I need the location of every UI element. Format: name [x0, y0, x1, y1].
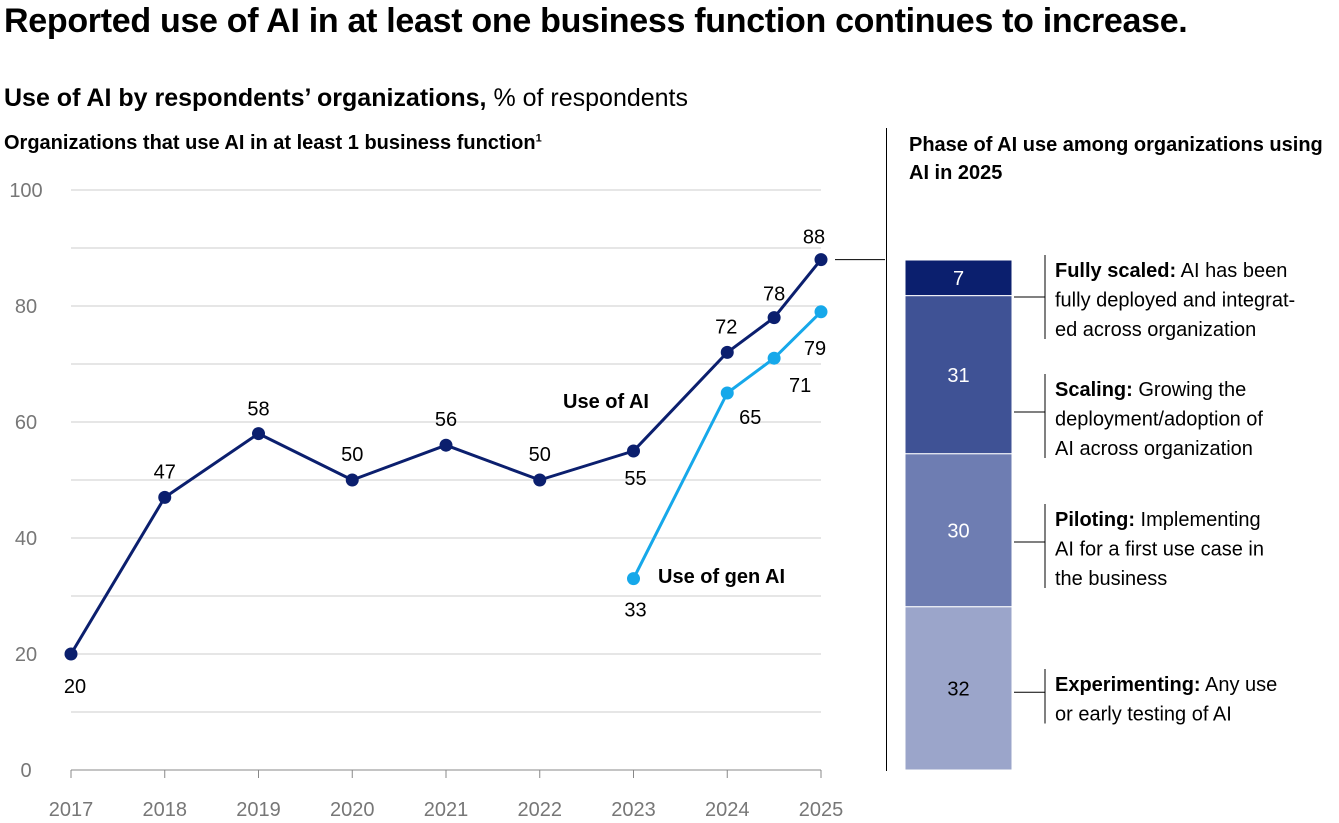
data-point-gen-ai: [767, 351, 781, 365]
segment-description-bold: Scaling:: [1055, 379, 1133, 401]
data-point-ai: [439, 438, 453, 452]
data-point-ai: [345, 473, 359, 487]
subtitle-unit: % of respondents: [493, 84, 689, 112]
segment-value-label: 31: [947, 365, 969, 387]
data-point-ai: [533, 473, 547, 487]
y-tick-label: 40: [15, 528, 37, 550]
line-chart-heading: Organizations that use AI in at least 1 …: [4, 132, 542, 155]
x-tick-label: 2024: [705, 799, 750, 821]
series-label-gen-ai: Use of gen AI: [658, 566, 785, 588]
data-label-gen-ai: 79: [804, 338, 826, 360]
subtitle-bold: Use of AI by respondents’ organizations,: [4, 84, 487, 112]
data-label-gen-ai: 65: [739, 407, 761, 429]
y-tick-label: 20: [15, 644, 37, 666]
data-label-ai: 58: [247, 399, 269, 421]
segment-description-line: Any use: [1201, 674, 1278, 696]
x-tick-label: 2025: [799, 799, 844, 821]
data-label-ai: 78: [763, 284, 785, 306]
data-point-ai: [158, 490, 172, 504]
data-label-ai: 50: [529, 444, 551, 466]
data-point-ai: [720, 345, 734, 359]
data-label-gen-ai: 33: [624, 600, 646, 622]
segment-description-line: AI across organization: [1055, 438, 1253, 460]
x-tick-label: 2017: [49, 799, 94, 821]
segment-description-bold: Fully scaled:: [1055, 260, 1176, 282]
segment-value-label: 7: [953, 268, 964, 290]
segment-description: Piloting: Implementing AI for a first use…: [1055, 509, 1264, 590]
bar-segment-piloting: [904, 453, 1013, 608]
segment-description: Fully scaled: AI has been fully deployed …: [1055, 260, 1295, 341]
data-point-ai: [252, 427, 265, 441]
bar-segment-scaling: [904, 295, 1013, 455]
data-point-gen-ai: [720, 386, 734, 400]
segment-description-line: fully deployed and integrat-: [1055, 290, 1295, 312]
segment-description: Scaling: Growing the deployment/adoption …: [1055, 379, 1263, 460]
y-tick-label: 60: [15, 412, 37, 434]
segment-description-line: the business: [1055, 568, 1167, 590]
segment-description-line: AI has been: [1176, 260, 1287, 282]
segment-description-line: AI for a first use case in: [1055, 539, 1264, 561]
data-point-ai: [64, 647, 78, 661]
bar-segment-experimenting: [904, 606, 1013, 771]
y-tick-label: 100: [9, 180, 42, 202]
segment-description: Experimenting: Any use or early testing o…: [1055, 674, 1277, 726]
segment-description-bold: Piloting:: [1055, 509, 1135, 531]
x-tick-label: 2021: [424, 799, 469, 821]
chart-subtitle: Use of AI by respondents’ organizations,…: [4, 84, 688, 113]
series-line-gen-ai: [632, 310, 823, 580]
segment-description-line: Growing the: [1133, 379, 1246, 401]
line-chart-heading-text: Organizations that use AI in at least 1 …: [4, 132, 536, 154]
data-label-ai: 88: [803, 227, 825, 249]
data-label-ai: 47: [154, 461, 176, 483]
segment-value-label: 30: [947, 520, 969, 542]
y-tick-label: 80: [15, 296, 37, 318]
data-label-ai: 20: [64, 676, 86, 698]
segment-description-line: deployment/adoption of: [1055, 409, 1263, 431]
segment-description-bold: Experimenting:: [1055, 674, 1201, 696]
data-label-ai: 72: [715, 316, 737, 338]
x-tick-label: 2019: [236, 799, 281, 821]
data-point-gen-ai: [627, 572, 640, 586]
data-label-ai: 50: [341, 444, 363, 466]
y-tick-label: 0: [20, 760, 31, 782]
footnote-marker: 1: [535, 132, 542, 145]
panel-divider: [886, 128, 887, 771]
stacked-bar-heading: Phase of AI use among organizations usin…: [909, 134, 1323, 184]
x-tick-label: 2022: [518, 799, 563, 821]
data-point-ai: [767, 311, 781, 325]
data-point-gen-ai: [814, 305, 828, 319]
chart-title: Reported use of AI in at least one busin…: [4, 2, 1188, 40]
data-point-ai: [814, 253, 828, 267]
data-label-ai: 56: [435, 409, 457, 431]
x-tick-label: 2020: [330, 799, 375, 821]
segment-value-label: 32: [947, 678, 969, 700]
data-label-ai: 55: [624, 468, 646, 490]
x-tick-label: 2018: [143, 799, 188, 821]
segment-description-line: or early testing of AI: [1055, 704, 1232, 726]
series-line-ai: [69, 258, 823, 655]
x-tick-label: 2023: [611, 799, 656, 821]
data-point-ai: [627, 444, 640, 458]
segment-description-line: ed across organization: [1055, 319, 1256, 341]
segment-description-line: Implementing: [1135, 509, 1261, 531]
series-label-ai: Use of AI: [563, 391, 649, 413]
data-label-gen-ai: 71: [789, 375, 811, 397]
